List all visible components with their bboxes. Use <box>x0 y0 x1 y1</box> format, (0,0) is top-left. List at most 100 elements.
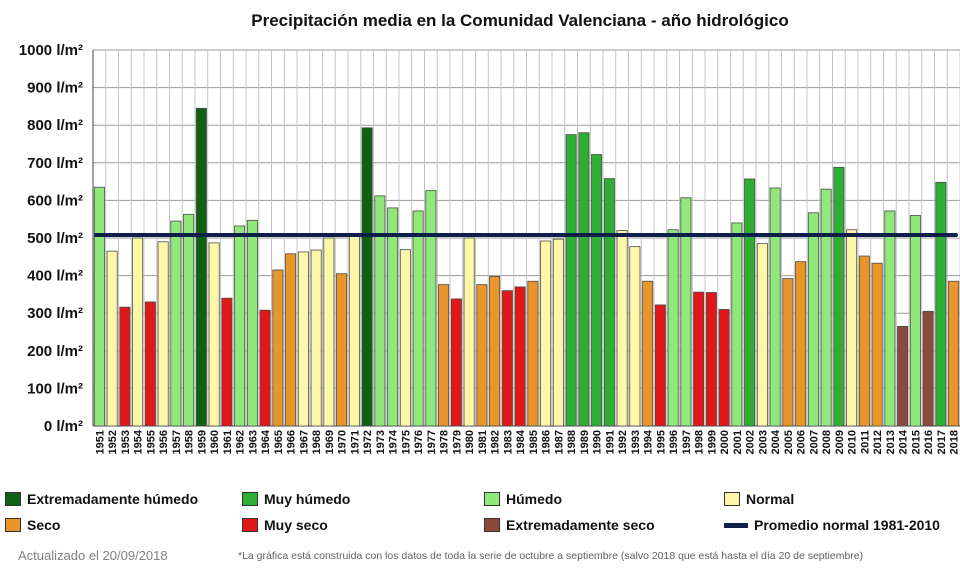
x-tick-label: 1953 <box>120 430 132 454</box>
bar-2000 <box>718 309 730 427</box>
x-tick-label: 1984 <box>515 429 527 454</box>
bar-1963 <box>246 219 258 427</box>
y-tick-label: 100 l/m² <box>27 380 83 397</box>
bar-1951 <box>93 186 105 427</box>
x-tick-label: 1959 <box>196 430 208 454</box>
bar-2014 <box>897 325 909 427</box>
x-tick-label: 1983 <box>502 430 514 454</box>
x-tick-label: 1963 <box>247 430 259 454</box>
bar-2007 <box>807 212 819 427</box>
bar-1987 <box>552 238 564 427</box>
x-tick-label: 2015 <box>910 430 922 454</box>
x-tick-label: 1976 <box>413 430 425 454</box>
bar-1965 <box>272 269 284 427</box>
bar-chart: 0 l/m² 100 l/m² 200 l/m² 300 l/m² 400 l/m² 50… <box>19 42 960 454</box>
bar-1981 <box>476 284 488 427</box>
x-tick-label: 1969 <box>324 430 336 454</box>
y-tick-label: 1000 l/m² <box>19 42 83 59</box>
x-tick-label: 2001 <box>732 430 744 454</box>
x-tick-label: 1987 <box>553 430 565 454</box>
bar-2001 <box>731 222 743 427</box>
x-tick-label: 1966 <box>286 430 298 454</box>
bar-1955 <box>144 301 156 427</box>
bar-1972 <box>361 127 373 427</box>
bar-2004 <box>769 187 781 427</box>
legend-color-swatch <box>242 492 258 506</box>
x-tick-label: 2017 <box>936 430 948 454</box>
x-tick-label: 1999 <box>706 430 718 454</box>
x-tick-label: 2002 <box>745 430 757 454</box>
x-tick-label: 1975 <box>400 430 412 454</box>
x-tick-label: 1977 <box>426 430 438 454</box>
legend-color-swatch <box>724 492 740 506</box>
y-tick-label: 500 l/m² <box>27 230 83 247</box>
x-tick-label: 1968 <box>311 430 323 454</box>
x-tick-label: 1978 <box>439 430 451 454</box>
bar-1997 <box>680 197 692 427</box>
x-tick-label: 1990 <box>592 430 604 454</box>
bar-2010 <box>846 229 858 427</box>
legend-label: Muy seco <box>264 517 328 533</box>
legend-item-extremadamente-seco: Extremadamente seco <box>484 516 655 534</box>
bar-1973 <box>374 195 386 427</box>
bar-2005 <box>782 278 794 427</box>
bar-2011 <box>858 255 870 427</box>
x-tick-label: 1985 <box>528 430 540 454</box>
x-tick-label: 2005 <box>783 430 795 454</box>
legend-item-muy-seco: Muy seco <box>242 516 328 534</box>
x-tick-label: 2012 <box>872 430 884 454</box>
x-axis: 1951 1952 1953 1954 1955 1956 1957 1958 1959 1960… <box>94 429 960 454</box>
bar-1968 <box>310 249 322 427</box>
x-tick-label: 1970 <box>337 430 349 454</box>
y-tick-label: 300 l/m² <box>27 305 83 322</box>
bar-2002 <box>744 178 756 427</box>
bar-1974 <box>387 207 399 427</box>
bar-1999 <box>705 292 717 427</box>
x-tick-label: 1979 <box>451 430 463 454</box>
bar-1966 <box>285 253 297 427</box>
x-tick-label: 1960 <box>209 430 221 454</box>
bar-1991 <box>603 178 615 427</box>
x-tick-label: 2009 <box>834 430 846 454</box>
bar-1971 <box>348 233 360 427</box>
bar-1969 <box>323 237 335 427</box>
legend-item-humedo: Húmedo <box>484 490 562 508</box>
x-tick-label: 1962 <box>235 430 247 454</box>
bar-1989 <box>578 132 590 427</box>
legend-item-normal: Normal <box>724 490 794 508</box>
bar-2012 <box>871 262 883 427</box>
legend-item-seco: Seco <box>5 516 60 534</box>
x-tick-label: 1988 <box>566 430 578 454</box>
legend-label: Húmedo <box>506 491 562 507</box>
bar-1975 <box>399 249 411 427</box>
legend-color-swatch <box>484 518 500 532</box>
bar-1988 <box>565 134 577 427</box>
bar-2003 <box>756 243 768 427</box>
x-tick-label: 2018 <box>949 430 960 454</box>
x-tick-label: 1964 <box>260 429 272 454</box>
x-tick-label: 1967 <box>298 430 310 454</box>
bar-1954 <box>132 237 144 427</box>
x-tick-label: 1957 <box>171 430 183 454</box>
x-tick-label: 1993 <box>630 430 642 454</box>
bar-1953 <box>119 306 131 427</box>
grid-lines <box>92 49 960 427</box>
x-tick-label: 2004 <box>770 429 782 454</box>
x-tick-label: 1965 <box>273 430 285 454</box>
bar-1985 <box>527 280 539 427</box>
bar-1964 <box>259 309 271 427</box>
legend-label: Extremadamente seco <box>506 517 655 533</box>
x-tick-label: 1951 <box>94 430 106 454</box>
y-tick-label: 700 l/m² <box>27 155 83 172</box>
y-tick-label: 0 l/m² <box>44 418 83 435</box>
x-tick-label: 1974 <box>388 429 400 454</box>
bar-2013 <box>884 210 896 427</box>
bar-1990 <box>591 154 603 427</box>
x-tick-label: 1992 <box>617 430 629 454</box>
y-tick-label: 200 l/m² <box>27 343 83 360</box>
bar-1979 <box>450 298 462 427</box>
chart-title: Precipitación media en la Comunidad Vale… <box>251 11 789 30</box>
bar-1967 <box>297 251 309 427</box>
legend-label: Muy húmedo <box>264 491 351 507</box>
